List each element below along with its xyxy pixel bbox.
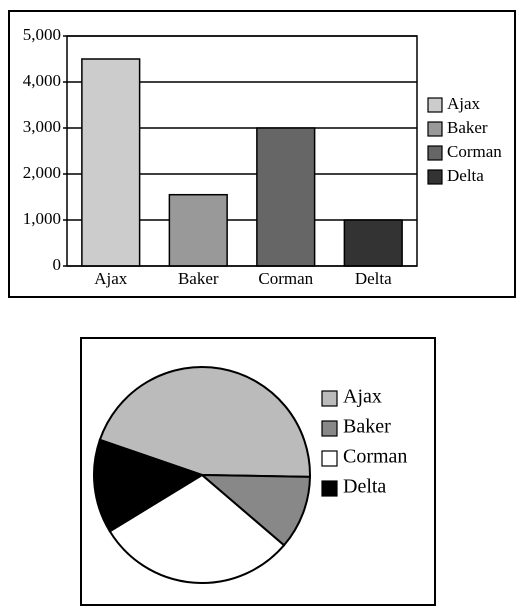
pie-slice — [93, 438, 205, 533]
legend-swatch — [427, 121, 443, 137]
x-tick-label: Baker — [178, 269, 219, 288]
legend-label: Ajax — [447, 94, 481, 113]
legend-label: Baker — [447, 118, 488, 137]
pie-slice — [98, 366, 311, 478]
y-tick-label: 2,000 — [23, 163, 61, 182]
legend-swatch — [427, 169, 443, 185]
legend-label: Baker — [343, 416, 391, 438]
bar — [343, 219, 403, 267]
x-tick-label: Delta — [355, 269, 392, 288]
bar — [81, 58, 141, 267]
legend-swatch — [321, 450, 338, 467]
pie-slice — [108, 473, 286, 584]
legend-swatch — [321, 390, 338, 407]
x-tick-label: Corman — [258, 269, 313, 288]
legend-label: Delta — [343, 476, 386, 498]
y-tick-label: 5,000 — [23, 25, 61, 44]
legend-label: Corman — [343, 446, 407, 468]
legend-swatch — [321, 420, 338, 437]
y-tick-label: 0 — [53, 255, 62, 274]
bar — [168, 193, 228, 267]
x-tick-label: Ajax — [94, 269, 128, 288]
legend-swatch — [427, 97, 443, 113]
legend-swatch — [321, 480, 338, 497]
legend-label: Delta — [447, 166, 484, 185]
legend-label: Ajax — [343, 386, 382, 408]
legend-swatch — [427, 145, 443, 161]
y-tick-label: 1,000 — [23, 209, 61, 228]
bar — [256, 127, 316, 267]
plot-frame — [66, 35, 418, 267]
y-tick-label: 4,000 — [23, 71, 61, 90]
pie-slice — [199, 473, 312, 547]
y-tick-label: 3,000 — [23, 117, 61, 136]
legend-label: Corman — [447, 142, 502, 161]
